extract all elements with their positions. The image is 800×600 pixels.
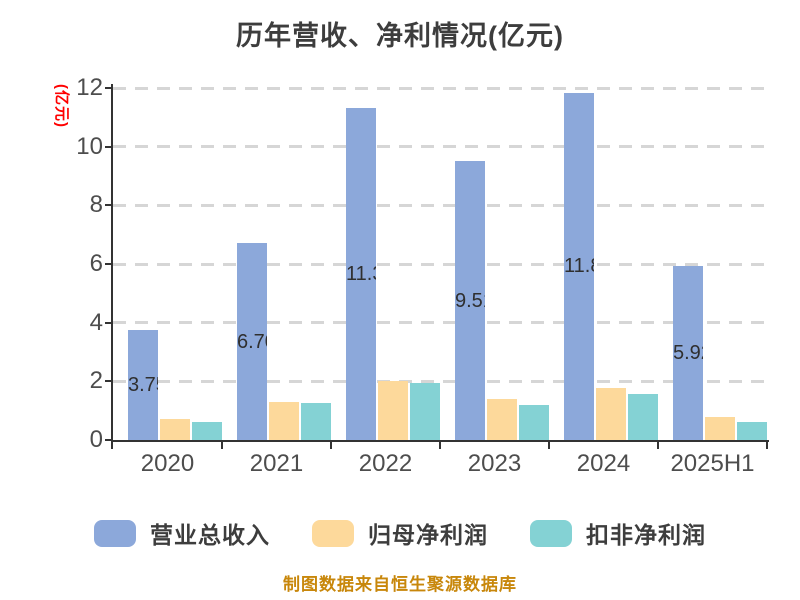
bar-value-label: 11.33 [346, 262, 376, 285]
legend-entry-归母净利润: 归母净利润 [312, 516, 488, 550]
bar-扣非净利润-2025H1 [737, 421, 767, 440]
bar-value-label: 11.84 [564, 255, 594, 278]
x-category-label-2021: 2021 [249, 450, 304, 477]
y-tick-mark [105, 204, 111, 207]
chart-title: 历年营收、净利情况(亿元) [236, 21, 564, 51]
y-tick-mark [105, 145, 111, 148]
bar-value-label: 5.92 [673, 342, 703, 365]
x-category-label-2023: 2023 [467, 450, 522, 477]
gridline-8 [113, 203, 767, 207]
bar-value-label: 6.70 [237, 330, 267, 353]
bar-扣非净利润-2020 [192, 422, 222, 440]
legend-swatch [312, 519, 354, 547]
y-tick-mark [105, 87, 111, 89]
bar-归母净利润-2025H1 [705, 417, 735, 440]
bar-归母净利润-2023 [487, 398, 517, 440]
bar-value-label: 3.75 [128, 374, 158, 396]
gridline-12 [113, 86, 767, 90]
x-axis-line [111, 440, 769, 442]
bar-扣非净利润-2022 [410, 382, 440, 440]
y-tick-mark [105, 321, 111, 324]
bar-营业总收入-2024: 11.84 [564, 92, 594, 440]
bar-value-label: 9.51 [455, 289, 485, 312]
y-tick-mark [105, 439, 111, 441]
bar-归母净利润-2022 [378, 380, 408, 440]
bar-营业总收入-2022: 11.33 [346, 107, 376, 440]
x-category-label-2025H1: 2025H1 [670, 450, 755, 477]
bar-扣非净利润-2021 [301, 402, 331, 440]
gridline-10 [113, 145, 767, 149]
y-tick-label: 10 [76, 132, 103, 160]
bar-营业总收入-2020: 3.75 [128, 330, 158, 440]
x-tick-mark [330, 442, 332, 449]
y-tick-label: 6 [89, 250, 103, 277]
y-tick-label: 2 [89, 367, 103, 395]
source-note: 制图数据来自恒生聚源数据库 [283, 575, 517, 594]
bar-营业总收入-2021: 6.70 [237, 243, 267, 440]
x-tick-mark [657, 442, 659, 449]
bar-扣非净利润-2024 [628, 393, 658, 440]
legend-entry-扣非净利润: 扣非净利润 [530, 516, 706, 550]
bar-归母净利润-2024 [596, 387, 626, 440]
legend: 营业总收入 归母净利润 扣非净利润 [0, 516, 800, 550]
y-tick-label: 4 [89, 308, 103, 336]
legend-label: 归母净利润 [368, 522, 488, 548]
bar-归母净利润-2021 [269, 401, 299, 440]
legend-swatch [530, 519, 572, 547]
x-tick-mark [439, 442, 441, 449]
legend-label: 扣非净利润 [586, 522, 706, 548]
y-axis-line [111, 84, 113, 442]
x-tick-mark [221, 442, 223, 449]
bar-扣非净利润-2023 [519, 404, 549, 440]
y-tick-label: 12 [76, 74, 103, 101]
x-tick-mark [111, 442, 113, 449]
legend-label: 营业总收入 [150, 522, 270, 548]
bar-归母净利润-2020 [160, 418, 190, 440]
y-tick-mark [105, 263, 111, 265]
x-category-label-2020: 2020 [140, 450, 195, 477]
gridline-2 [113, 379, 767, 383]
y-tick-label: 8 [89, 191, 103, 219]
y-tick-label: 0 [89, 426, 103, 453]
x-tick-mark [766, 442, 768, 449]
legend-entry-营业总收入: 营业总收入 [94, 516, 270, 550]
gridline-4 [113, 321, 767, 325]
x-tick-mark [548, 442, 550, 449]
x-category-label-2024: 2024 [576, 450, 631, 477]
y-tick-mark [105, 380, 111, 383]
bar-营业总收入-2023: 9.51 [455, 161, 485, 440]
gridline-6 [113, 262, 767, 266]
plot-area: 0 2 4 6 8 10 12 3.75 6.70 11.33 9.51 11.84 5.92 202… [76, 76, 769, 477]
bar-营业总收入-2025H1: 5.92 [673, 266, 703, 440]
legend-swatch [94, 519, 136, 547]
x-category-label-2022: 2022 [358, 450, 413, 477]
